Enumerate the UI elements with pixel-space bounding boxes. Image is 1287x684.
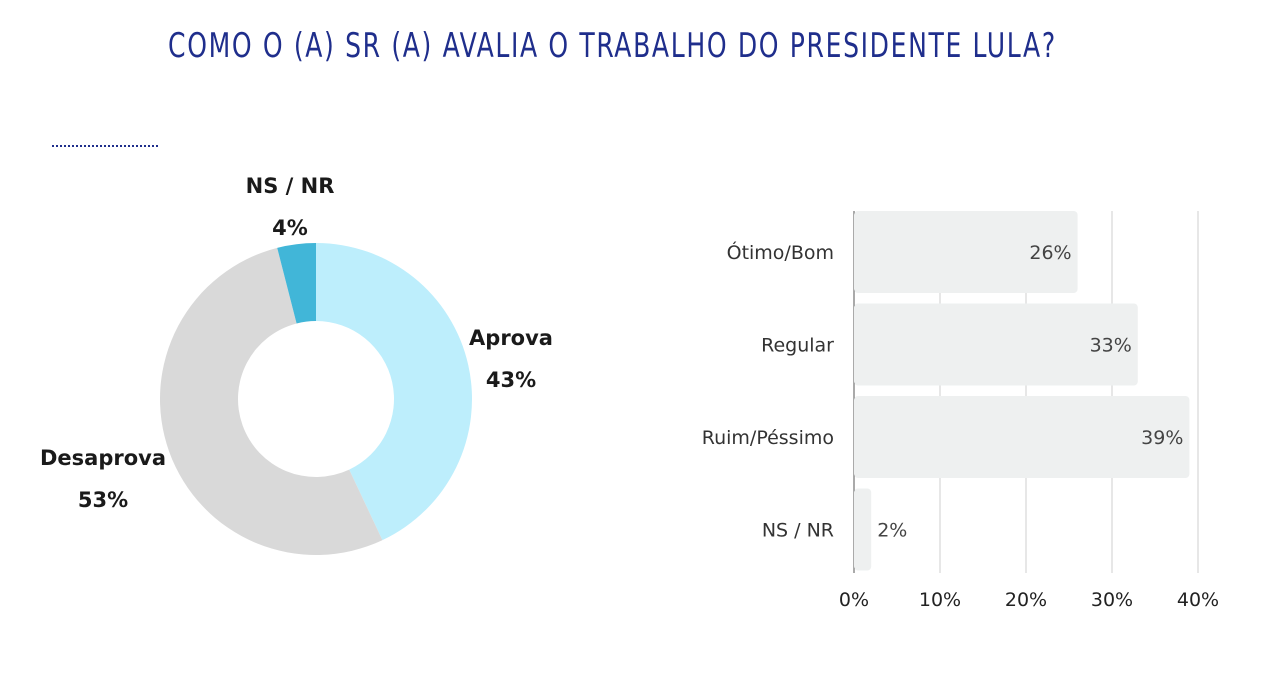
x-tick-label-4: 40%	[1177, 589, 1219, 611]
donut-label-ns-nr: NS / NR	[246, 174, 335, 198]
bar-chart: 0% 10% 20% 30% 40% Ótimo/Bom 26% Regular 33% Ruim…	[702, 211, 1219, 611]
bar-regular	[854, 303, 1138, 386]
donut-slice-ns-nr	[277, 243, 316, 324]
x-tick-label-1: 10%	[919, 589, 961, 611]
value-label-regular: 33%	[1090, 335, 1132, 357]
value-label-ns-nr: 2%	[877, 520, 907, 542]
donut-value-aprova: 43%	[486, 368, 536, 392]
value-label-otimo-bom: 26%	[1029, 242, 1071, 264]
donut-label-desaprova: Desaprova	[40, 446, 166, 470]
bar-ns-nr	[854, 488, 872, 571]
donut-value-ns-nr: 4%	[272, 216, 308, 240]
bar-otimo-bom	[854, 211, 1078, 293]
dotted-divider	[52, 145, 158, 147]
category-label-ruim-pessimo: Ruim/Péssimo	[702, 427, 834, 449]
category-label-ns-nr: NS / NR	[762, 520, 834, 542]
x-tick-label-3: 30%	[1091, 589, 1133, 611]
category-label-regular: Regular	[761, 335, 834, 357]
category-label-otimo-bom: Ótimo/Bom	[727, 240, 834, 264]
x-tick-label-2: 20%	[1005, 589, 1047, 611]
donut-slice-aprova	[316, 243, 472, 541]
donut-label-aprova: Aprova	[469, 326, 553, 350]
x-tick-label-0: 0%	[839, 589, 869, 611]
donut-chart: Aprova 43% Desaprova 53% NS / NR 4%	[40, 174, 553, 555]
donut-slice-desaprova	[160, 247, 383, 555]
value-label-ruim-pessimo: 39%	[1141, 427, 1183, 449]
donut-value-desaprova: 53%	[78, 488, 128, 512]
bar-ruim-pessimo	[854, 396, 1190, 478]
chart-title: COMO O (A) SR (A) AVALIA O TRABALHO DO P…	[168, 26, 1057, 66]
